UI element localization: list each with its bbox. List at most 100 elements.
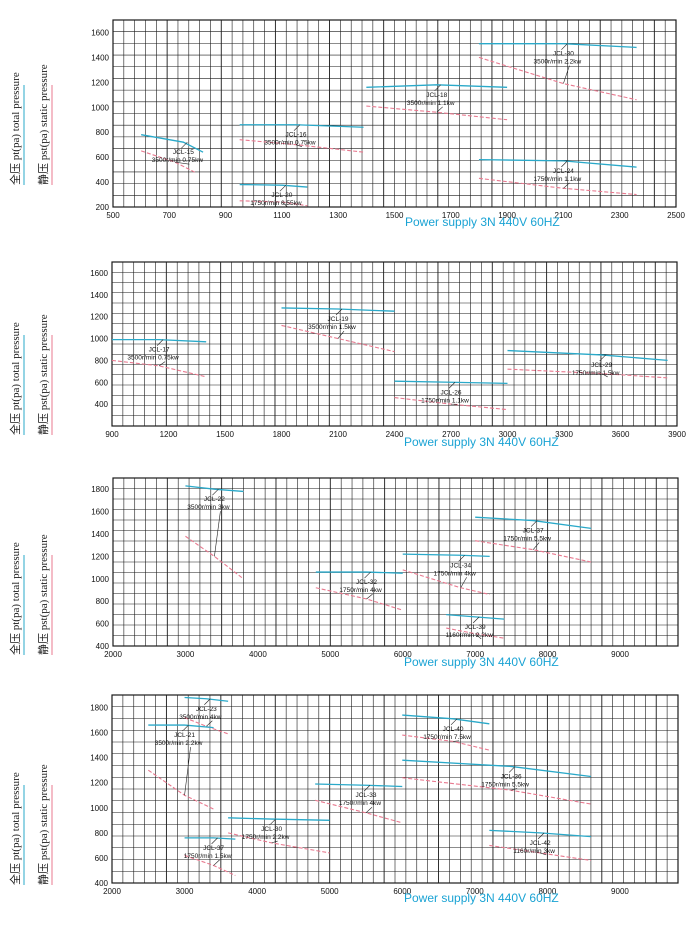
total-pressure-curve — [228, 817, 330, 821]
chart-panel-3: 2000 3000 4000 5000 6000 7000 8000 9000 400 600 80… — [8, 477, 679, 669]
leader-line — [599, 354, 606, 362]
leader-line — [434, 84, 441, 92]
series-speed-label: 1750r/min 1.1kw — [421, 397, 469, 404]
total-pressure-curve — [315, 783, 403, 788]
total-pressure-curve — [507, 349, 668, 362]
leader-line — [537, 832, 545, 840]
y-tick-label: 400 — [96, 178, 110, 187]
total-pressure-curve — [148, 724, 214, 729]
leader-line — [511, 788, 518, 791]
series-name-label: JCL-24 — [553, 168, 574, 175]
x-tick-label: 4000 — [249, 650, 267, 659]
x-tick-label: 1100 — [273, 211, 291, 220]
y-tick-label: 800 — [96, 597, 110, 606]
total-pressure-curve — [394, 380, 508, 385]
y-tick-label: 1600 — [90, 729, 108, 738]
series-speed-label: 3500r/min 0.75kw — [127, 355, 179, 362]
total-pressure-curve — [489, 829, 591, 838]
plot-frame — [111, 261, 678, 427]
y-tick-label: 400 — [95, 879, 109, 888]
x-tick-label: 4000 — [248, 887, 266, 896]
y-tick-label: 800 — [95, 829, 109, 838]
series-name-label: JCL-29 — [591, 362, 612, 369]
leader-line — [211, 837, 218, 845]
leader-line — [269, 818, 276, 826]
chart-panel-1: 500 700 900 1100 1300 1500 1700 1900 2100 2300 250… — [8, 19, 685, 229]
x-tick-label: 900 — [105, 430, 119, 439]
static-pressure-curve — [111, 359, 207, 378]
plot-frame — [112, 19, 677, 208]
y-tick-label: 600 — [95, 854, 109, 863]
series-name-label: JCL-42 — [530, 840, 551, 847]
series-speed-label: 1750r/min 7.5kw — [423, 734, 471, 741]
leader-line — [204, 698, 211, 705]
leader-line — [563, 65, 570, 84]
series-speed-label: 3500r/min 1.5kw — [308, 324, 356, 331]
leader-line — [448, 382, 456, 389]
y-tick-label: 600 — [96, 620, 110, 629]
total-pressure-curve — [475, 516, 592, 530]
y-tick-label: 1000 — [91, 575, 109, 584]
plot-frame — [112, 477, 679, 647]
x-tick-label: 900 — [219, 211, 233, 220]
series-speed-label: 1750r/min 5.5kw — [481, 781, 529, 788]
y-tick-label: 1400 — [90, 754, 108, 763]
x-tick-label: 700 — [163, 211, 177, 220]
plot-frame — [111, 694, 679, 884]
series-speed-label: 1160r/min 2.2kw — [446, 632, 494, 639]
total-pressure-curve — [281, 307, 395, 312]
x-tick-label: 3900 — [668, 430, 686, 439]
leader-line — [530, 520, 538, 527]
x-tick-label: 1800 — [273, 430, 291, 439]
leader-line — [295, 144, 303, 148]
leader-line — [508, 766, 516, 773]
leader-line — [474, 633, 482, 640]
leader-line — [181, 141, 188, 149]
y-tick-label: 1400 — [90, 291, 108, 300]
total-pressure-curve — [185, 485, 244, 493]
series-speed-label: 1750r/min 1.1kw — [534, 176, 582, 183]
total-pressure-curve — [141, 134, 204, 153]
y-tick-label: 1000 — [91, 103, 109, 112]
y-tick-label: 1200 — [91, 552, 109, 561]
series-speed-label: 3500r/min 0.75kw — [152, 157, 204, 164]
series-name-label: JCL-37 — [203, 845, 224, 852]
leader-line — [156, 339, 164, 346]
series-name-label: JCL-23 — [196, 706, 217, 713]
y-tick-label: 1200 — [90, 779, 108, 788]
total-pressure-curve — [184, 696, 229, 702]
y-tick-label: 600 — [95, 378, 109, 387]
leader-line — [184, 747, 191, 796]
series-speed-label: 3500r/min 2.2kw — [534, 59, 582, 66]
x-tick-label: 6000 — [394, 650, 412, 659]
series-speed-label: 3500r/min 1.1kw — [407, 100, 455, 107]
series-speed-label: 3500r/min 0.75kw — [264, 140, 316, 147]
leader-line — [532, 542, 540, 550]
total-pressure-label: 全压 pt(pa) total pressure — [8, 772, 22, 885]
series-name-label: JCL-20 — [271, 192, 292, 199]
leader-line — [561, 43, 568, 50]
x-tick-label: 1900 — [498, 211, 516, 220]
leader-line — [365, 807, 373, 814]
series-name-label: JCL-16 — [285, 132, 306, 139]
x-tick-label: 3300 — [555, 430, 573, 439]
total-pressure-label: 全压 pt(pa) total pressure — [8, 322, 22, 435]
leader-line — [174, 161, 190, 165]
y-tick-label: 1600 — [90, 269, 108, 278]
x-tick-label: 1500 — [386, 211, 404, 220]
leader-line — [601, 373, 608, 378]
static-pressure-curve — [366, 105, 508, 121]
y-tick-label: 400 — [96, 642, 110, 651]
static-pressure-label: 静压 pst(pa) static pressure — [36, 64, 50, 185]
leader-line — [458, 555, 465, 562]
static-pressure-curve — [140, 150, 195, 173]
total-pressure-curve — [446, 613, 505, 620]
static-pressure-curve — [475, 540, 592, 563]
